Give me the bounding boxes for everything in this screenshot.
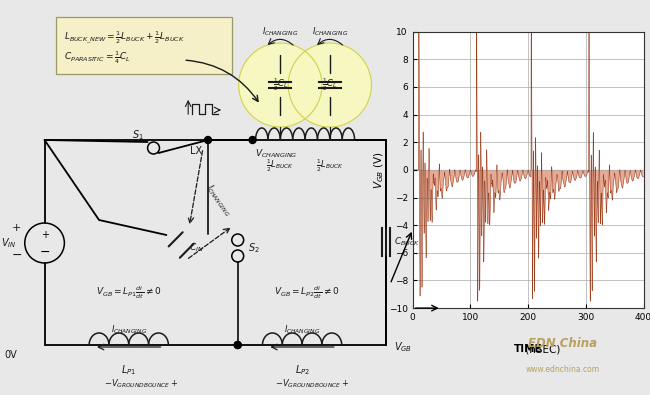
Text: $V_{CHANGING}$: $V_{CHANGING}$: [255, 147, 297, 160]
Text: $L_{P1}$: $L_{P1}$: [121, 363, 136, 377]
Circle shape: [239, 43, 322, 127]
Circle shape: [234, 342, 241, 348]
Text: $\frac{1}{2}C_L$: $\frac{1}{2}C_L$: [322, 77, 337, 93]
Text: 0V: 0V: [4, 350, 17, 360]
Text: $C_{PARASITIC}=\frac{1}{4}C_L$: $C_{PARASITIC}=\frac{1}{4}C_L$: [64, 50, 131, 66]
Circle shape: [288, 43, 371, 127]
Text: $S_1$: $S_1$: [132, 128, 144, 142]
Text: TIME: TIME: [514, 344, 543, 354]
Text: $V_{GB}=L_{P2}\frac{di}{dt}\neq 0$: $V_{GB}=L_{P2}\frac{di}{dt}\neq 0$: [274, 284, 340, 301]
Text: $\frac{1}{2}C_L$: $\frac{1}{2}C_L$: [272, 77, 288, 93]
Text: $I_{CHANGING}$: $I_{CHANGING}$: [111, 324, 147, 337]
Text: $I_{CHANGING}$: $I_{CHANGING}$: [284, 324, 320, 337]
Text: +: +: [40, 230, 49, 240]
Text: $I_{CHANGING}$: $I_{CHANGING}$: [262, 26, 298, 38]
Circle shape: [249, 137, 256, 143]
Text: LX: LX: [190, 146, 202, 156]
Text: $-V_{GROUNDBOUNCE}+$: $-V_{GROUNDBOUNCE}+$: [104, 377, 178, 389]
Text: $L_{BUCK\_NEW}=\frac{1}{2}L_{BUCK}+\frac{1}{2}L_{BUCK}$: $L_{BUCK\_NEW}=\frac{1}{2}L_{BUCK}+\frac…: [64, 30, 185, 46]
Text: $V_{GB}=L_{P1}\frac{di}{dt}\neq 0$: $V_{GB}=L_{P1}\frac{di}{dt}\neq 0$: [96, 284, 161, 301]
Circle shape: [205, 137, 211, 143]
Text: (nSEC): (nSEC): [496, 344, 560, 354]
Y-axis label: $V_{GB}$ (V): $V_{GB}$ (V): [372, 151, 386, 189]
Text: $C_{IN}$: $C_{IN}$: [189, 241, 204, 254]
Circle shape: [234, 342, 241, 348]
Text: −: −: [12, 248, 22, 261]
Text: EDN China: EDN China: [528, 337, 597, 350]
Text: +: +: [12, 223, 21, 233]
Text: $I_{CHANGING}$: $I_{CHANGING}$: [203, 182, 234, 218]
Text: $S_2$: $S_2$: [248, 241, 259, 255]
FancyBboxPatch shape: [57, 17, 232, 74]
Text: www.ednchina.com: www.ednchina.com: [525, 365, 599, 374]
Text: $-V_{GROUNDBOUNCE}+$: $-V_{GROUNDBOUNCE}+$: [275, 377, 349, 389]
Text: $I_{CHANGING}$: $I_{CHANGING}$: [312, 26, 348, 38]
Text: −: −: [39, 246, 50, 258]
Text: $\frac{1}{2}L_{BUCK}$: $\frac{1}{2}L_{BUCK}$: [266, 158, 294, 175]
Text: $L_{P2}$: $L_{P2}$: [294, 363, 309, 377]
Text: $C_{BUCK}$: $C_{BUCK}$: [394, 236, 421, 248]
Text: $\frac{1}{2}L_{BUCK}$: $\frac{1}{2}L_{BUCK}$: [316, 158, 344, 175]
Text: $V_{IN}$: $V_{IN}$: [1, 236, 17, 250]
Text: $V_{GB}$: $V_{GB}$: [394, 340, 412, 354]
